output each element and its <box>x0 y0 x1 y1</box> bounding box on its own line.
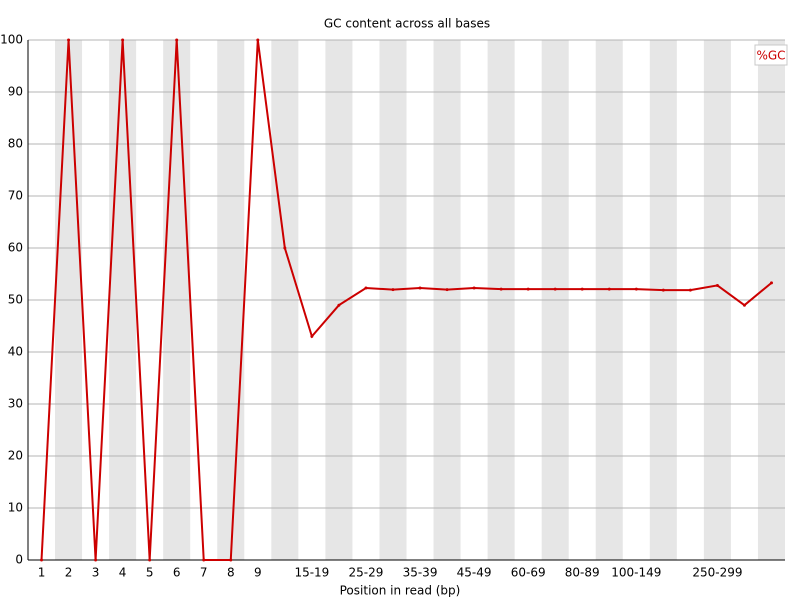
x-tick-label: 35-39 <box>403 566 438 580</box>
data-point <box>688 288 692 292</box>
data-point <box>742 303 746 307</box>
data-point <box>337 303 341 307</box>
data-point <box>364 286 368 290</box>
y-tick-label: 100 <box>0 33 23 47</box>
x-tick-label: 4 <box>119 566 127 580</box>
x-axis-label: Position in read (bp) <box>340 584 461 598</box>
y-tick-label: 50 <box>8 293 23 307</box>
data-point <box>256 38 260 42</box>
data-point <box>526 287 530 291</box>
data-point <box>67 38 71 42</box>
data-point <box>715 283 719 287</box>
x-tick-label: 8 <box>227 566 235 580</box>
data-point <box>607 287 611 291</box>
legend: %GC <box>754 44 788 66</box>
y-tick-label: 60 <box>8 241 23 255</box>
data-point <box>391 288 395 292</box>
x-tick-label: 6 <box>173 566 181 580</box>
x-tick-label: 15-19 <box>294 566 329 580</box>
data-point <box>418 286 422 290</box>
y-tick-label: 20 <box>8 449 23 463</box>
legend-box <box>754 44 788 66</box>
x-tick-label: 5 <box>146 566 154 580</box>
y-tick-label: 40 <box>8 345 23 359</box>
y-tick-label: 0 <box>15 553 23 567</box>
y-tick-label: 90 <box>8 85 23 99</box>
data-point <box>661 288 665 292</box>
x-tick-label: 25-29 <box>349 566 384 580</box>
x-tick-label: 100-149 <box>611 566 661 580</box>
chart-title: GC content across all bases <box>324 17 490 31</box>
data-point <box>40 558 44 562</box>
x-tick-label: 80-89 <box>565 566 600 580</box>
x-tick-label: 45-49 <box>457 566 492 580</box>
y-tick-label: 10 <box>8 501 23 515</box>
data-point <box>580 287 584 291</box>
x-tick-label: 60-69 <box>511 566 546 580</box>
legend-label: %GC <box>756 49 785 63</box>
x-tick-label: 2 <box>65 566 73 580</box>
data-point <box>202 558 206 562</box>
data-point <box>553 287 557 291</box>
x-tick-label: 250-299 <box>692 566 742 580</box>
x-tick-label: 9 <box>254 566 262 580</box>
x-tick-label: 3 <box>92 566 100 580</box>
data-point <box>121 38 125 42</box>
data-point <box>499 287 503 291</box>
data-point <box>769 281 773 285</box>
data-point <box>94 558 98 562</box>
data-line <box>40 39 773 561</box>
y-tick-label: 30 <box>8 397 23 411</box>
y-tick-label: 70 <box>8 189 23 203</box>
data-point <box>283 246 287 250</box>
x-tick-label: 7 <box>200 566 208 580</box>
data-point <box>229 558 233 562</box>
data-point <box>634 287 638 291</box>
data-point <box>310 334 314 338</box>
x-tick-label: 1 <box>38 566 46 580</box>
data-point <box>148 558 152 562</box>
data-point <box>445 288 449 292</box>
y-tick-label: 80 <box>8 137 23 151</box>
data-point <box>472 286 476 290</box>
data-point <box>175 38 179 42</box>
